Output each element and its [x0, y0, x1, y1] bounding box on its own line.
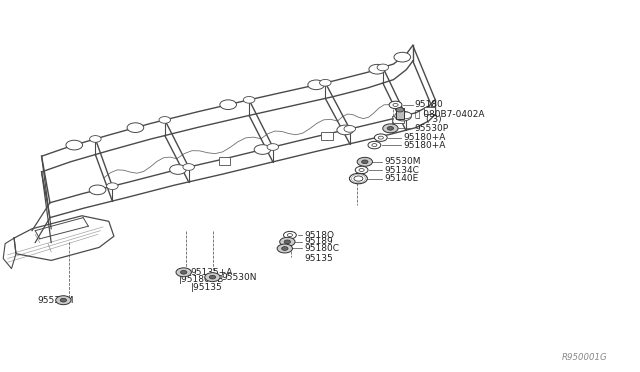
- Bar: [321, 132, 333, 140]
- Circle shape: [357, 157, 372, 166]
- Bar: [396, 108, 404, 119]
- Circle shape: [280, 237, 295, 246]
- Bar: [392, 116, 404, 124]
- Circle shape: [369, 64, 385, 74]
- Circle shape: [354, 176, 363, 181]
- Circle shape: [254, 145, 271, 154]
- Text: 95530M: 95530M: [37, 296, 74, 305]
- Circle shape: [277, 244, 292, 253]
- Circle shape: [56, 296, 71, 305]
- Text: 95134C: 95134C: [384, 166, 419, 174]
- Circle shape: [337, 125, 353, 135]
- Circle shape: [400, 112, 412, 119]
- Circle shape: [284, 231, 296, 239]
- Circle shape: [60, 298, 67, 302]
- Circle shape: [319, 79, 331, 86]
- Circle shape: [284, 240, 291, 244]
- Circle shape: [393, 103, 398, 106]
- Circle shape: [355, 166, 368, 174]
- Circle shape: [378, 136, 383, 139]
- Circle shape: [394, 52, 411, 62]
- Circle shape: [106, 183, 118, 190]
- Circle shape: [374, 134, 387, 141]
- Circle shape: [243, 96, 255, 103]
- Circle shape: [389, 101, 402, 109]
- Bar: [424, 107, 435, 114]
- Text: 95189: 95189: [304, 237, 333, 246]
- Circle shape: [220, 100, 237, 109]
- Circle shape: [209, 275, 216, 279]
- Circle shape: [170, 165, 186, 174]
- Text: 9518O: 9518O: [304, 231, 334, 240]
- Circle shape: [344, 125, 355, 132]
- Circle shape: [287, 234, 292, 237]
- Text: 95135+A: 95135+A: [190, 268, 232, 277]
- Circle shape: [387, 126, 394, 130]
- Text: 95530N: 95530N: [221, 273, 257, 282]
- Circle shape: [395, 111, 412, 121]
- Circle shape: [159, 116, 170, 123]
- Text: |95135: |95135: [191, 283, 223, 292]
- Text: 95530P: 95530P: [415, 124, 449, 133]
- Text: 95140E: 95140E: [384, 174, 419, 183]
- Text: 95135: 95135: [304, 254, 333, 263]
- Circle shape: [66, 140, 83, 150]
- Text: 95180C: 95180C: [304, 244, 339, 253]
- Circle shape: [377, 64, 388, 71]
- Text: ( 3): ( 3): [426, 115, 441, 124]
- Circle shape: [372, 144, 377, 147]
- Text: |95180+B: |95180+B: [179, 275, 225, 284]
- Circle shape: [308, 80, 324, 90]
- Circle shape: [183, 164, 195, 170]
- Circle shape: [180, 270, 187, 274]
- Text: 95530M: 95530M: [384, 157, 420, 166]
- Circle shape: [176, 268, 191, 277]
- Circle shape: [127, 123, 144, 132]
- Circle shape: [359, 169, 364, 171]
- Bar: [219, 157, 230, 164]
- Text: 95180: 95180: [415, 100, 444, 109]
- Circle shape: [267, 144, 278, 150]
- Circle shape: [90, 135, 101, 142]
- Circle shape: [368, 141, 381, 149]
- Circle shape: [396, 108, 404, 112]
- Circle shape: [205, 273, 220, 282]
- Circle shape: [383, 124, 398, 133]
- Text: Ⓑ 080B7-0402A: Ⓑ 080B7-0402A: [415, 109, 484, 118]
- Text: 95180+A: 95180+A: [403, 133, 445, 142]
- Circle shape: [349, 173, 367, 184]
- Circle shape: [89, 185, 106, 195]
- Text: R950001G: R950001G: [562, 353, 607, 362]
- Circle shape: [282, 247, 288, 250]
- Text: 95180+A: 95180+A: [403, 141, 445, 150]
- Circle shape: [362, 160, 368, 164]
